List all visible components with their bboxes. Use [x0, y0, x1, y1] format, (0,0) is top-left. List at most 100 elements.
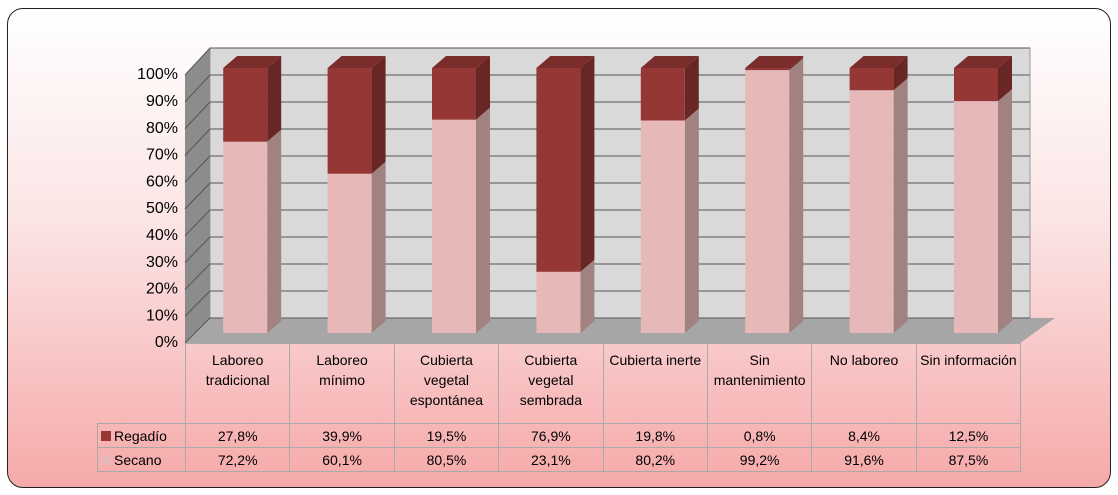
- bar: [432, 119, 476, 333]
- bar-side: [998, 56, 1012, 102]
- y-tick-label: 30%: [146, 254, 178, 271]
- grid-line-side: [184, 263, 211, 290]
- bar-side: [267, 56, 282, 142]
- bar-side: [580, 56, 595, 272]
- category-label: No laboreo: [811, 343, 917, 424]
- category-label: Laboreo tradicional: [184, 343, 291, 424]
- value-label: 72,2%: [184, 447, 291, 472]
- bar-side: [893, 56, 908, 91]
- data-table: Laboreo tradicional Laboreo mínimo Cubiert…: [97, 343, 1022, 472]
- bar-side: [267, 129, 282, 333]
- grid-line-side: [184, 317, 211, 344]
- legend-entry: Regadío: [97, 423, 186, 448]
- grid-line-side: [184, 128, 211, 156]
- y-tick-label: 10%: [146, 307, 178, 324]
- bar: [432, 68, 476, 120]
- value-label: 8,4%: [811, 423, 917, 448]
- y-tick-label: 100%: [137, 66, 178, 83]
- y-tick-label: 0%: [155, 334, 178, 351]
- bar-top: [849, 56, 908, 68]
- bar: [849, 68, 894, 91]
- y-tick-label: 80%: [146, 120, 178, 137]
- legend-swatch: [101, 454, 111, 465]
- bar: [327, 68, 372, 174]
- bar-side: [789, 58, 804, 334]
- legend-label: Regadío: [114, 427, 167, 444]
- corner: [98, 344, 186, 424]
- bar-side: [789, 56, 804, 71]
- value-label: 99,2%: [706, 447, 813, 472]
- grid-line-side: [184, 236, 211, 263]
- bar: [954, 101, 998, 333]
- value-label: 91,6%: [811, 447, 917, 472]
- value-label: 87,5%: [915, 447, 1022, 472]
- value-label: 19,5%: [393, 423, 500, 448]
- series-row: Regadío 27,8% 39,9% 19,5% 76,9% 19,8% 0,8% 8,4%…: [97, 423, 1022, 448]
- value-label: 39,9%: [289, 423, 395, 448]
- y-tick-label: 20%: [146, 281, 178, 298]
- grid-line-side: [184, 290, 211, 317]
- bar: [536, 68, 581, 272]
- bar-side: [684, 56, 699, 121]
- bar-side: [476, 107, 490, 333]
- grid-line-side: [184, 182, 211, 210]
- grid-line-side: [184, 47, 211, 76]
- bar-top: [954, 56, 1012, 68]
- category-label: Sin información: [915, 343, 1022, 424]
- bar-top: [640, 56, 699, 68]
- value-label: 12,5%: [915, 423, 1022, 448]
- bar-top: [327, 56, 386, 68]
- grid-line-side: [184, 101, 211, 129]
- bar: [223, 68, 268, 142]
- bar-top: [223, 56, 282, 68]
- category-label: Sin mantenimiento: [706, 343, 813, 424]
- value-label: 0,8%: [706, 423, 813, 448]
- value-label: 19,8%: [602, 423, 708, 448]
- bar-top: [432, 56, 490, 68]
- y-tick-label: 70%: [146, 147, 178, 164]
- bar-side: [893, 78, 908, 333]
- floor: [185, 318, 1055, 343]
- bar-side: [580, 259, 595, 333]
- bar-top: [536, 56, 595, 68]
- bar-side: [476, 56, 490, 120]
- bar-side: [371, 56, 386, 174]
- bar-side: [998, 89, 1012, 333]
- legend-label: Secano: [114, 451, 162, 468]
- bar: [640, 120, 685, 333]
- y-tick-label: 90%: [146, 93, 178, 110]
- value-label: 76,9%: [498, 423, 604, 448]
- bar: [223, 141, 268, 333]
- bar: [745, 68, 790, 71]
- y-tick-label: 40%: [146, 227, 178, 244]
- grid-line-side: [184, 155, 211, 183]
- value-label: 23,1%: [498, 447, 604, 472]
- value-label: 80,2%: [602, 447, 708, 472]
- grid-line-side: [184, 74, 211, 103]
- grid-line-side: [184, 209, 211, 237]
- bar: [640, 68, 685, 121]
- series-row: Secano 72,2% 60,1% 80,5% 23,1% 80,2% 99,2% 91,6…: [97, 447, 1022, 472]
- y-tick-label: 50%: [146, 200, 178, 217]
- bar: [327, 173, 372, 333]
- y-tick-label: 60%: [146, 173, 178, 190]
- bar-top: [745, 56, 804, 68]
- bar-side: [371, 161, 386, 333]
- category-label: Cubierta inerte: [602, 343, 708, 424]
- bar: [849, 90, 894, 333]
- value-label: 80,5%: [393, 447, 500, 472]
- legend-entry: Secano: [97, 447, 186, 472]
- bar-side: [684, 108, 699, 333]
- bar: [536, 271, 581, 333]
- value-label: 60,1%: [289, 447, 395, 472]
- bar: [745, 70, 790, 334]
- category-label: Cubierta vegetal sembrada: [498, 343, 604, 424]
- header-row: Laboreo tradicional Laboreo mínimo Cubiert…: [98, 343, 1022, 424]
- legend-swatch: [101, 430, 111, 441]
- category-label: Cubierta vegetal espontánea: [393, 343, 500, 424]
- category-label: Laboreo mínimo: [289, 343, 395, 424]
- bar: [954, 68, 998, 102]
- value-label: 27,8%: [184, 423, 291, 448]
